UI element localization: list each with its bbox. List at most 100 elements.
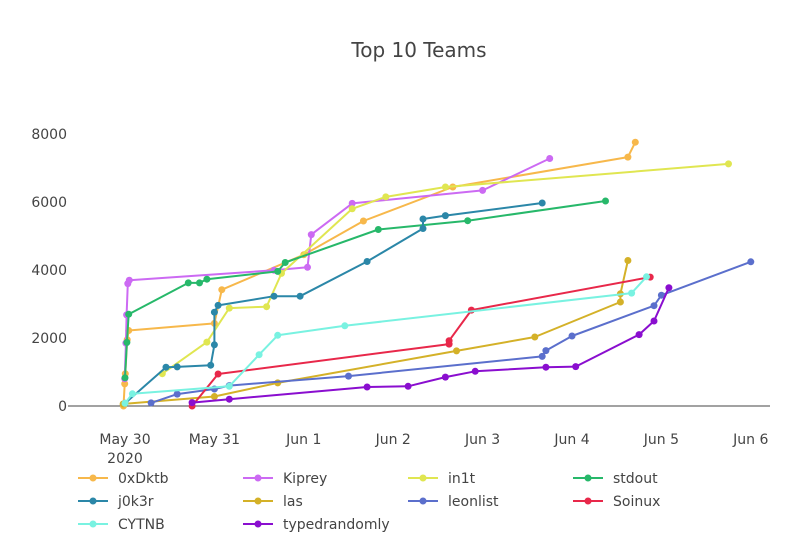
y-tick-label: 2000 [31,331,67,347]
legend-marker [584,474,592,482]
legend-item: Kiprey [243,471,327,487]
data-point [631,138,639,146]
legend-marker [584,497,592,505]
legend-label: Soinux [613,494,660,510]
y-tick-label: 0 [58,399,67,415]
data-point [657,291,665,299]
legend-label: las [283,494,303,510]
data-point [747,258,755,266]
y-tick-label: 4000 [31,263,67,279]
series-Soinux [188,273,654,410]
legend-item: 0xDktb [78,471,169,487]
axes: 0 2000 4000 6000 8000 May 30 2020 May 31 Jun 1 Ju… [31,127,770,467]
series-line [150,260,752,404]
legend-item: leonlist [408,494,499,510]
data-point [419,225,427,232]
data-point [196,279,203,287]
data-point [404,382,412,390]
data-point [665,284,673,292]
legend-marker [254,497,262,505]
data-point [363,383,371,391]
series-0xDktb [120,138,639,410]
legend-item: typedrandomly [243,517,390,533]
data-point [542,363,550,371]
data-point [184,279,192,287]
y-tick-label: 6000 [31,195,67,211]
series-typedrandomly [188,284,673,407]
plot-area [119,138,755,410]
data-point [382,193,390,201]
chart-title: Top 10 Teams [350,38,486,62]
series-las [119,257,632,408]
data-point [218,286,226,294]
data-point [296,292,304,300]
data-point [616,298,624,306]
data-point [650,317,658,325]
data-point [274,331,282,339]
data-point [572,363,580,371]
data-point [348,199,356,207]
series-stdout [121,197,609,382]
data-point [725,160,732,168]
data-point [121,399,129,407]
legend-label: typedrandomly [283,517,390,533]
data-point [624,257,632,264]
series-line [124,276,648,404]
data-point [471,367,479,375]
data-point [348,205,356,213]
data-point [628,289,636,297]
data-point [359,217,367,225]
series-Kiprey [121,155,554,383]
x-tick-label: Jun 4 [553,432,589,448]
data-point [214,301,222,309]
data-point [203,338,211,346]
data-point [203,275,211,283]
data-point [363,258,371,265]
data-point [441,212,449,220]
data-point [542,347,550,355]
x-tick-label: Jun 2 [375,432,411,448]
data-point [210,393,218,400]
series-line [124,200,606,378]
legend-label: leonlist [448,494,499,510]
data-point [538,199,546,207]
data-point [650,302,658,310]
data-point [453,347,460,355]
legend-label: j0k3r [117,494,154,510]
data-point [274,267,282,275]
data-point [479,186,487,194]
data-point [225,304,233,312]
data-point [643,273,650,281]
data-point [635,331,643,339]
x-tick-label: Jun 3 [464,432,500,448]
data-point [173,390,181,398]
data-point [225,395,233,403]
legend-label: 0xDktb [118,471,169,487]
series-j0k3r [121,199,546,407]
data-point [255,351,263,359]
legend-marker [419,497,427,505]
data-point [188,399,196,407]
series-leonlist [147,258,755,407]
legend-item: Soinux [573,494,660,510]
data-point [419,215,427,223]
legend-label: CYTNB [118,517,165,533]
y-tick-label: 8000 [31,127,67,143]
series-CYTNB [121,273,650,407]
x-tick-label: Jun 5 [643,432,679,448]
legend-item: in1t [408,471,476,487]
data-point [162,363,170,371]
x-tick-label: May 30 [99,432,150,448]
data-point [173,363,181,371]
data-point [441,373,449,381]
x-tick-label: Jun 1 [285,432,321,448]
data-point [128,390,136,398]
x-tick-sublabel: 2020 [107,451,143,467]
legend-item: j0k3r [78,494,154,510]
data-point [214,370,222,378]
data-point [225,382,233,390]
data-point [441,183,449,191]
legend-item: stdout [573,471,658,487]
data-point [602,197,609,205]
